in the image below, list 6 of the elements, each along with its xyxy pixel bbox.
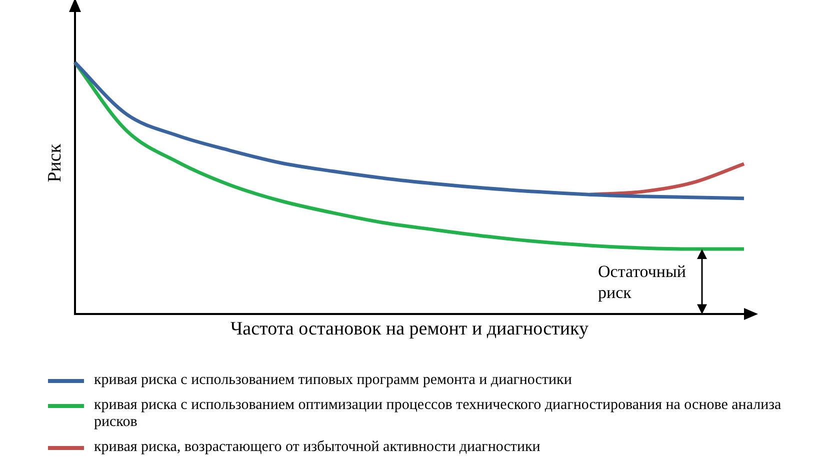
x-axis-title: Частота остановок на ремонт и диагностику (230, 318, 589, 340)
legend-label: кривая риска с использованием оптимизации процессов технического диагностирования на основе анализа рисков (94, 397, 782, 431)
annotation: Остаточный риск (598, 260, 698, 303)
y-axis-title: Риск (44, 143, 66, 182)
legend-label: кривая риска, возрастающего от избыточной активности диагностики (94, 439, 540, 456)
legend-label: кривая риска с использованием типовых программ ремонта и диагностики (94, 372, 572, 389)
